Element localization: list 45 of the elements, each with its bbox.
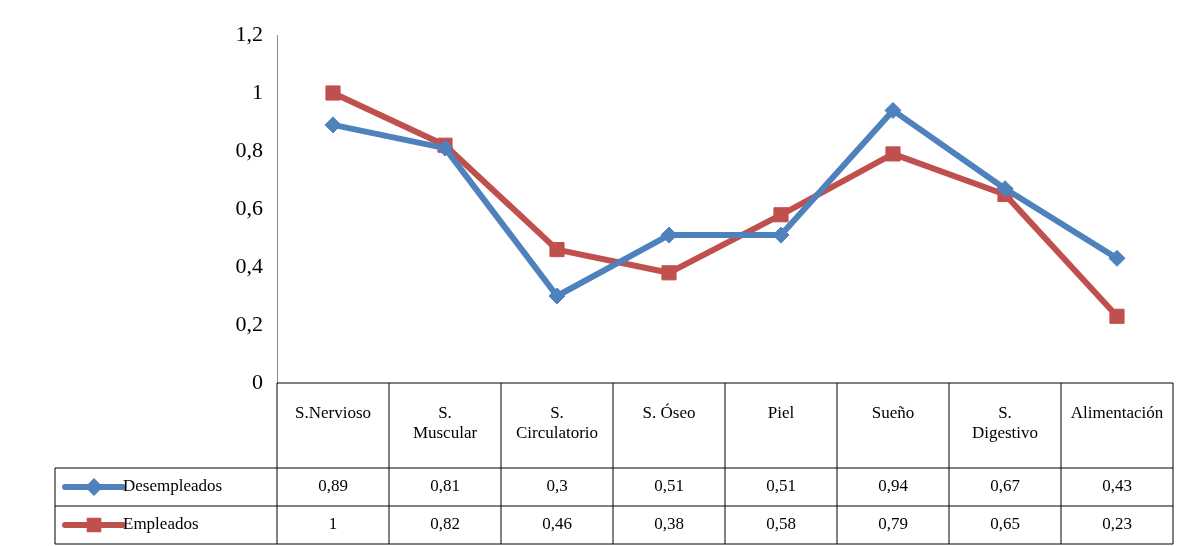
data-label: 0,3 xyxy=(546,476,568,496)
data-label: 0,23 xyxy=(1102,514,1132,534)
x-tick-label: S. Circulatorio xyxy=(515,402,599,443)
data-label: 0,79 xyxy=(878,514,908,534)
y-tick-label: 0,4 xyxy=(235,252,263,278)
point xyxy=(549,242,565,258)
point xyxy=(548,287,566,305)
legend-label: Empleados xyxy=(123,514,199,534)
data-label: 0,89 xyxy=(318,476,348,496)
x-tick-label: S. Digestivo xyxy=(971,402,1039,443)
data-label: 0,43 xyxy=(1102,476,1132,496)
point xyxy=(436,139,454,157)
data-label: 0,38 xyxy=(654,514,684,534)
point xyxy=(773,207,789,223)
y-tick-label: 0,2 xyxy=(235,310,263,336)
x-tick-label: Sueño xyxy=(871,402,915,422)
point xyxy=(996,180,1014,198)
data-label: 0,81 xyxy=(430,476,460,496)
data-label: 0,51 xyxy=(766,476,796,496)
legend-label: Desempleados xyxy=(123,476,223,496)
point xyxy=(884,101,902,119)
data-label: 0,58 xyxy=(766,514,796,534)
data-label: 0,51 xyxy=(654,476,684,496)
y-tick-label: 0,8 xyxy=(235,136,263,162)
data-label: 0,82 xyxy=(430,514,460,534)
x-tick-label: Alimentación xyxy=(1070,402,1164,422)
y-tick-label: 1,2 xyxy=(235,20,263,46)
point xyxy=(1109,308,1125,324)
x-tick-label: S. Muscular xyxy=(412,402,478,443)
x-tick-label: S.Nervioso xyxy=(294,402,372,422)
point xyxy=(325,85,341,101)
data-label: 0,65 xyxy=(990,514,1020,534)
data-label: 1 xyxy=(328,514,338,534)
data-label: 0,67 xyxy=(990,476,1021,496)
x-tick-label: S. Óseo xyxy=(642,402,696,422)
point xyxy=(661,265,677,281)
point xyxy=(1108,249,1126,267)
point xyxy=(885,146,901,162)
x-tick-label: Piel xyxy=(767,402,795,422)
y-tick-label: 1 xyxy=(252,78,263,104)
data-label: 0,94 xyxy=(878,476,909,496)
data-label: 0,46 xyxy=(542,514,572,534)
point xyxy=(324,116,342,134)
y-tick-label: 0 xyxy=(252,368,263,394)
y-tick-label: 0,6 xyxy=(235,194,263,220)
